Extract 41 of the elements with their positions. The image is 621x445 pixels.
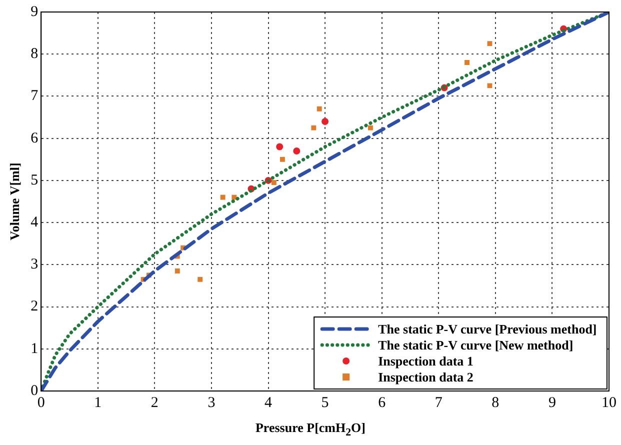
point [280, 156, 285, 162]
line-series [41, 12, 609, 391]
point [464, 60, 470, 66]
y-tick-label: 2 [30, 298, 38, 315]
point [220, 194, 226, 200]
point [487, 41, 492, 46]
y-axis-title: Volume V[ml] [7, 162, 22, 240]
x-tick-label: 8 [492, 394, 500, 411]
x-axis-title: Pressure P[cmH$_{2}$O] [254, 420, 366, 439]
x-tick-label: 6 [378, 394, 386, 411]
point [198, 276, 203, 282]
x-tick-label: 1 [94, 394, 102, 411]
y-tick-label: 3 [30, 256, 38, 273]
y-tick-label: 5 [30, 172, 38, 188]
x-tick-label: 3 [208, 394, 216, 411]
y-tick-label: 9 [30, 4, 38, 20]
x-tick-label: 10 [602, 394, 616, 411]
point [174, 268, 180, 274]
point [293, 147, 300, 154]
legend-label: Inspection data 2 [378, 369, 474, 384]
legend-label: Inspection data 1 [378, 353, 474, 368]
point [276, 143, 284, 150]
x-tick-label: 4 [264, 394, 273, 411]
point [487, 83, 492, 88]
point [368, 125, 373, 130]
point [322, 118, 329, 125]
point [316, 106, 322, 112]
point [311, 125, 316, 130]
y-tick-label: 4 [30, 214, 39, 230]
point [271, 180, 276, 186]
y-tick-label: 0 [30, 382, 38, 399]
y-tick-label: 6 [30, 130, 39, 146]
y-tick-label: 7 [30, 88, 39, 104]
x-tick-label: 2 [150, 394, 158, 411]
y-tick-label: 8 [30, 46, 38, 62]
y-tick-label: 1 [30, 340, 38, 357]
legend-label: The static P-V curve [New method] [378, 337, 574, 352]
x-tick-label: 7 [434, 394, 443, 411]
x-tick-label: 5 [321, 394, 329, 411]
x-tick-label: 9 [548, 394, 556, 411]
legend-label: The static P-V curve [Previous method] [378, 321, 597, 336]
